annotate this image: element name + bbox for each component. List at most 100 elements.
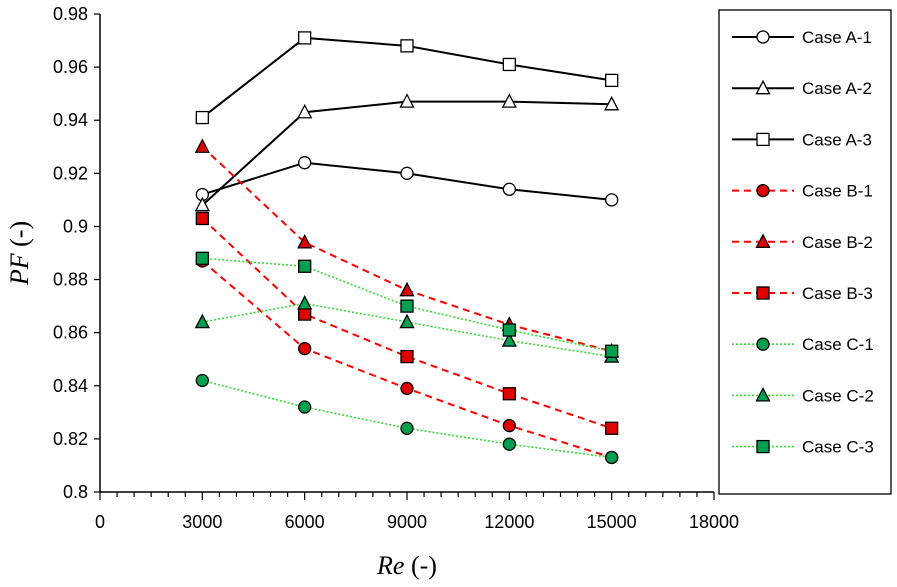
data-point: [298, 307, 312, 321]
legend-item: Case A-1: [732, 28, 872, 47]
y-tick-label: 0.8: [63, 482, 88, 502]
data-point: [194, 313, 210, 329]
series-case-c-1: [195, 373, 619, 465]
data-point: [400, 349, 414, 364]
legend-item: Case B-3: [732, 284, 873, 303]
data-point: [400, 39, 414, 53]
series-line: [201, 100, 612, 206]
data-point: [604, 95, 620, 111]
data-point: [194, 196, 210, 212]
legend-marker: [756, 183, 770, 198]
series-line: [202, 379, 612, 459]
x-tick-label: 9000: [387, 512, 427, 532]
legend-marker: [755, 386, 771, 402]
legend-label: Case B-3: [802, 284, 873, 303]
data-point: [194, 138, 210, 153]
x-tick-label: 15000: [587, 512, 637, 532]
data-point: [195, 251, 209, 265]
x-tick-label: 6000: [285, 512, 325, 532]
legend-label: Case C-3: [802, 438, 874, 457]
y-tick-label: 0.82: [53, 429, 88, 449]
legend-item: Case C-2: [732, 386, 874, 405]
y-axis-title-unit: (-): [5, 221, 34, 253]
legend-marker: [756, 337, 770, 351]
legend-box: [718, 9, 892, 495]
data-point: [298, 156, 312, 170]
y-tick-label: 0.86: [53, 323, 88, 343]
data-point: [400, 166, 414, 180]
data-point: [399, 93, 415, 108]
x-axis-title-unit: (-): [404, 551, 436, 580]
data-point: [399, 313, 415, 329]
legend-item: Case C-1: [732, 335, 874, 354]
x-tick-label: 0: [95, 512, 105, 532]
series-case-b-3: [195, 211, 619, 435]
data-point: [502, 57, 516, 72]
legend-marker: [756, 286, 770, 300]
data-point: [605, 73, 619, 88]
legend-marker: [755, 79, 771, 95]
y-axis-ticks: 0.8 0.82 0.84 0.86 0.88 0.9 0.92 0.94 0.96 0.98: [53, 4, 100, 502]
y-tick-label: 0.94: [53, 110, 88, 130]
legend-label: Case B-2: [802, 233, 873, 252]
legend-item: Case B-2: [732, 233, 873, 252]
x-axis-ticks: 0 3000 6000 9000 12000 15000 18000: [95, 492, 739, 532]
x-tick-label: 18000: [689, 512, 739, 532]
legend-marker: [756, 30, 770, 44]
data-point: [502, 182, 516, 196]
legend-item: Case C-3: [732, 438, 874, 457]
y-tick-label: 0.88: [53, 270, 88, 290]
data-point: [501, 93, 517, 108]
data-point: [298, 341, 312, 356]
legend-label: Case C-2: [802, 386, 874, 405]
data-point: [605, 344, 619, 358]
series-case-a-2: [194, 93, 620, 212]
series-layer: [194, 31, 620, 465]
legend-label: Case B-1: [802, 182, 873, 201]
data-point: [298, 400, 312, 414]
data-point: [298, 31, 312, 45]
legend-label: Case C-1: [802, 335, 874, 354]
x-axis-title-symbol: Re: [376, 551, 404, 580]
data-point: [605, 450, 619, 465]
data-point: [502, 387, 516, 401]
y-axis-title: PF (-): [5, 221, 34, 286]
legend-marker: [756, 132, 770, 147]
y-tick-label: 0.9: [63, 216, 88, 236]
data-point: [501, 332, 517, 347]
x-axis-title: Re (-): [376, 551, 437, 580]
y-tick-label: 0.98: [53, 4, 88, 24]
data-point: [605, 421, 619, 435]
data-point: [195, 110, 209, 125]
x-tick-label: 12000: [484, 512, 534, 532]
x-tick-label: 3000: [182, 512, 222, 532]
legend-label: Case A-2: [802, 79, 872, 98]
data-point: [605, 193, 619, 207]
data-point: [195, 211, 209, 226]
y-tick-label: 0.96: [53, 57, 88, 77]
data-point: [297, 295, 313, 310]
data-point: [400, 381, 414, 396]
series-case-c-3: [195, 251, 619, 358]
y-tick-label: 0.92: [53, 163, 88, 183]
legend-label: Case A-3: [802, 130, 872, 149]
data-point: [297, 233, 313, 249]
y-tick-label: 0.84: [53, 376, 88, 396]
data-point: [502, 437, 516, 451]
data-point: [298, 259, 312, 273]
legend-item: Case A-2: [732, 79, 872, 98]
data-point: [399, 281, 415, 297]
data-point: [297, 103, 313, 119]
legend-marker: [755, 233, 771, 248]
legend-item: Case A-3: [732, 130, 872, 149]
data-point: [195, 373, 209, 388]
series-case-a-1: [195, 156, 619, 207]
legend-label: Case A-1: [802, 28, 872, 47]
y-axis-title-symbol: PF: [5, 252, 34, 286]
legend-marker: [756, 439, 770, 454]
data-point: [400, 421, 414, 435]
series-case-a-3: [195, 31, 619, 125]
legend-item: Case B-1: [732, 182, 873, 201]
data-point: [502, 323, 516, 337]
